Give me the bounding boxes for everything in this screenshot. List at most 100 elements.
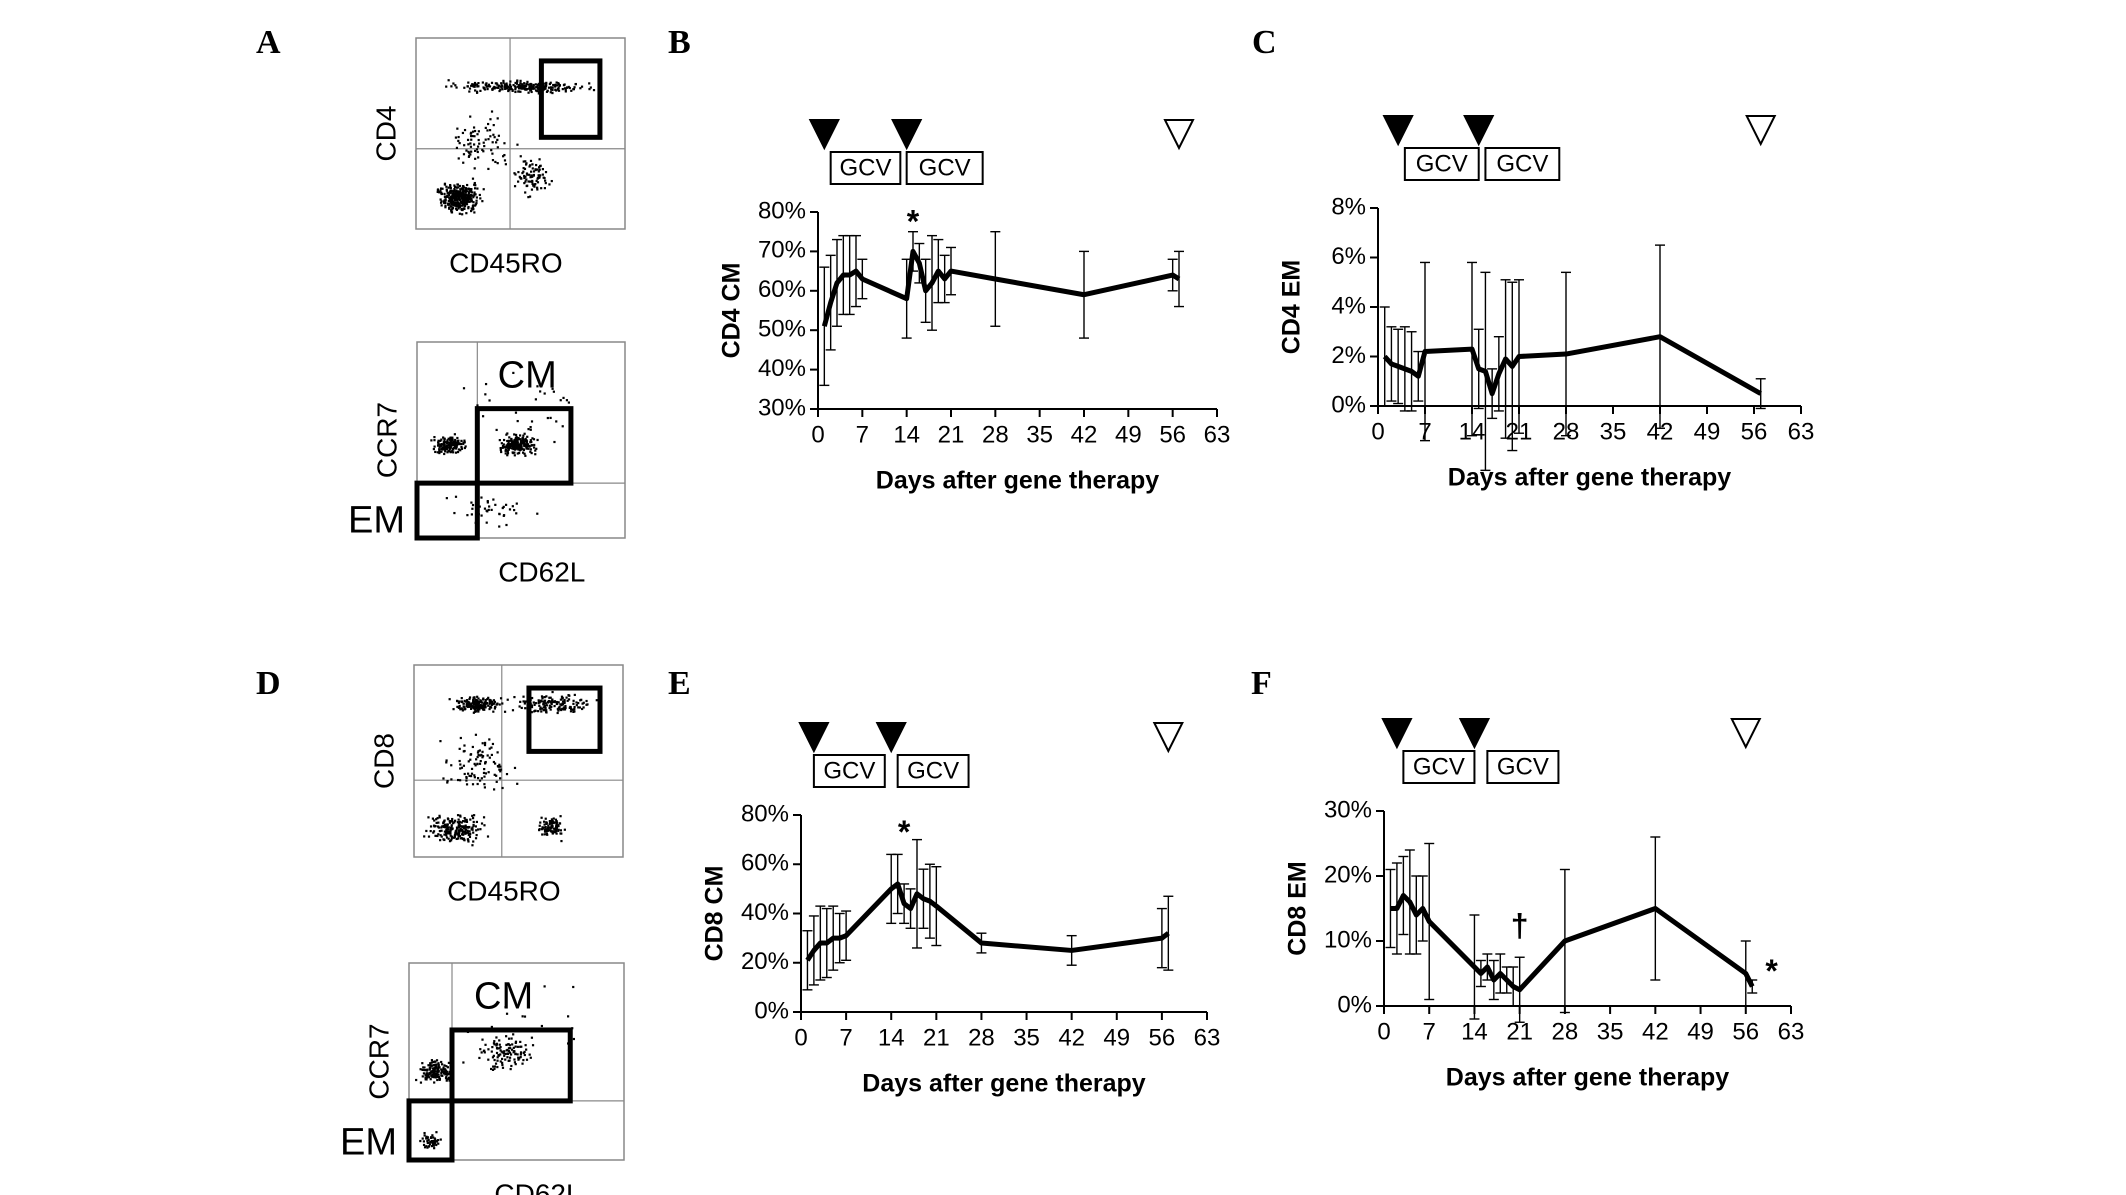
cell-dot	[482, 816, 486, 819]
cell-dot	[483, 706, 486, 709]
cell-dot	[514, 448, 517, 451]
cell-dot	[510, 447, 514, 450]
cell-dot	[530, 705, 534, 709]
cell-dot	[563, 700, 566, 703]
cell-dot	[536, 188, 539, 191]
cell-dot	[463, 446, 466, 450]
cell-dot	[579, 87, 582, 90]
cell-dot	[454, 207, 458, 210]
cell-dot	[544, 825, 547, 829]
cell-dot	[440, 200, 443, 203]
cell-dot	[487, 1058, 490, 1061]
cell-dot	[527, 87, 531, 90]
cell-dot	[454, 832, 457, 835]
cell-dot	[506, 446, 510, 449]
cell-dot	[468, 696, 472, 699]
annotation: †	[1511, 907, 1529, 943]
cell-dot	[423, 1131, 426, 1135]
cell-dot	[519, 446, 522, 449]
cell-dot	[548, 82, 551, 86]
cell-dot	[498, 513, 501, 516]
cell-dot	[465, 198, 469, 201]
cell-dot	[501, 1051, 504, 1054]
cell-dot	[470, 84, 473, 87]
gcv-label: GCV	[1496, 150, 1548, 177]
cell-dot	[519, 441, 522, 444]
cell-dot	[465, 212, 468, 215]
cell-dot	[543, 187, 546, 190]
cell-dot	[550, 820, 553, 823]
cell-dot	[464, 190, 467, 194]
cell-dot	[473, 776, 476, 779]
cell-dot	[516, 1053, 519, 1056]
cell-dot	[566, 699, 569, 702]
cell-dot	[519, 700, 522, 703]
cell-dot	[501, 786, 504, 790]
cell-dot	[429, 1141, 432, 1144]
x-axis-title: Days after gene therapy	[862, 1070, 1146, 1098]
cell-dot	[523, 440, 526, 443]
cell-dot	[537, 710, 540, 713]
cell-dot	[525, 445, 528, 448]
cell-dot	[470, 200, 474, 203]
cell-dot	[463, 186, 466, 189]
cell-dot	[493, 700, 496, 703]
cell-dot	[472, 196, 475, 199]
x-tick-label: 28	[982, 421, 1009, 448]
cell-dot	[443, 182, 447, 185]
cell-dot	[442, 1066, 445, 1069]
cell-dot	[432, 1136, 435, 1139]
cell-dot	[524, 180, 527, 183]
cell-dot	[507, 1037, 511, 1040]
cell-dot	[549, 91, 552, 94]
cell-dot	[543, 704, 547, 708]
cell-dot	[438, 1066, 441, 1069]
cell-dot	[476, 150, 479, 154]
cell-dot	[473, 85, 476, 88]
cell-dot	[505, 1035, 508, 1038]
cell-dot	[455, 186, 458, 189]
cell-dot	[521, 83, 524, 86]
cell-dot	[511, 709, 515, 712]
cell-dot	[468, 196, 472, 200]
cell-dot	[453, 511, 456, 515]
cell-dot	[422, 1072, 426, 1075]
cell-dot	[549, 827, 552, 830]
x-axis-title: Days after gene therapy	[1448, 464, 1732, 492]
cell-dot	[469, 145, 473, 148]
cell-dot	[517, 438, 520, 441]
cell-dot	[463, 772, 466, 776]
cell-dot	[458, 747, 461, 750]
x-axis-title: Days after gene therapy	[1446, 1064, 1730, 1092]
x-tick-label: 21	[938, 421, 965, 448]
treatment-marker	[1463, 115, 1495, 147]
cell-dot	[502, 155, 505, 158]
cell-dot	[484, 83, 487, 86]
cell-dot	[486, 754, 489, 757]
cell-dot	[475, 829, 478, 832]
cell-dot	[449, 451, 452, 454]
cell-dot	[469, 142, 472, 145]
cell-dot	[471, 206, 475, 209]
cell-dot	[452, 451, 455, 454]
cell-dot	[437, 442, 440, 445]
cell-dot	[525, 441, 528, 444]
cell-dot	[456, 442, 459, 445]
y-axis-title: CCR7	[363, 1023, 394, 1099]
cell-dot	[467, 143, 470, 146]
cell-dot	[516, 80, 519, 83]
cell-dot	[527, 91, 530, 94]
cell-dot	[461, 203, 465, 206]
cell-dot	[460, 697, 463, 700]
cell-dot	[439, 839, 442, 842]
cell-dot	[517, 90, 520, 93]
cell-dot	[483, 743, 487, 747]
cell-dot	[552, 390, 555, 393]
cell-dot	[457, 822, 460, 825]
cell-dot	[437, 1142, 440, 1145]
cell-dot	[482, 697, 485, 700]
cell-dot	[499, 1049, 502, 1052]
cell-dot	[523, 1053, 526, 1057]
cell-dot	[471, 844, 474, 847]
cell-dot	[500, 442, 503, 445]
